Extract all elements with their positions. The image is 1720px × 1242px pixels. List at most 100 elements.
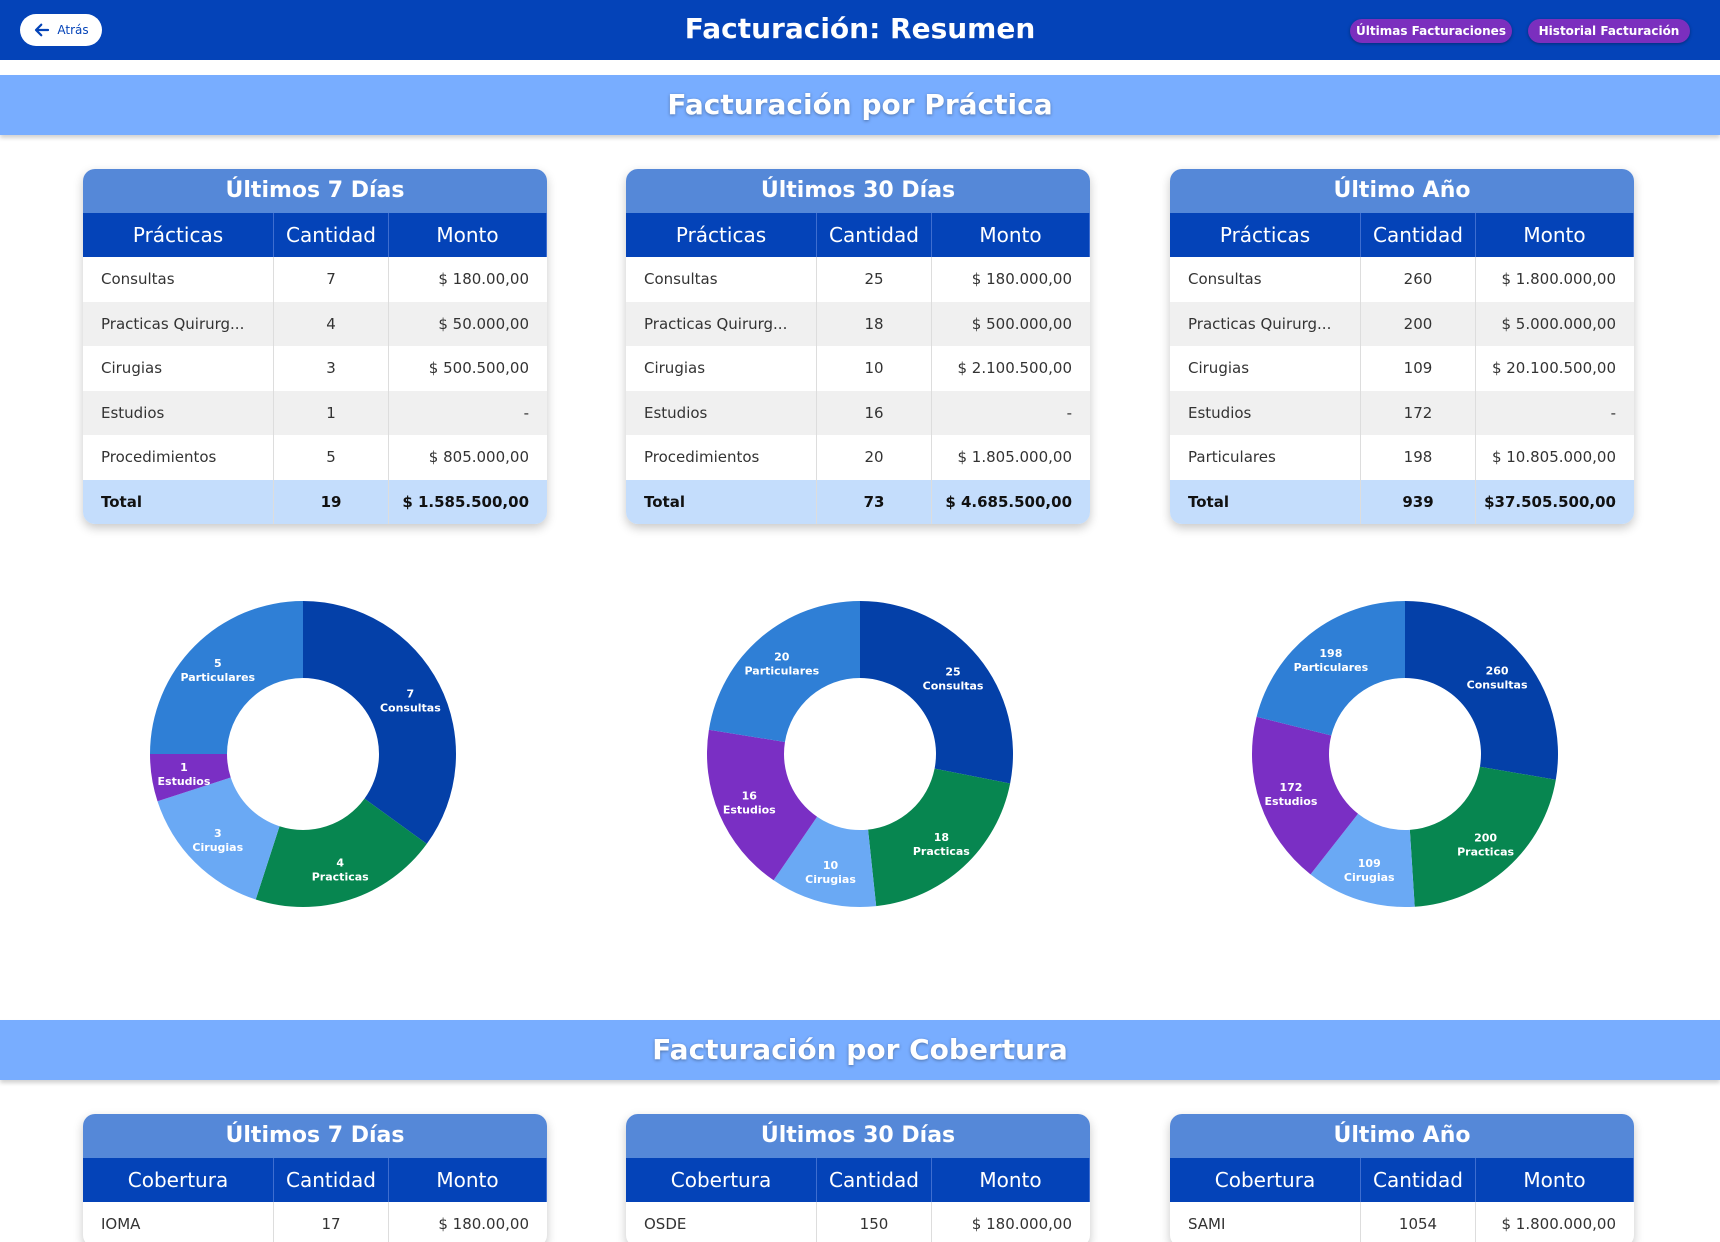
data-table: Cobertura Cantidad Monto IOMA 17 $ 180.0…: [83, 1158, 547, 1242]
table-cell: 17: [274, 1202, 389, 1242]
donut-slice-cirugias[interactable]: [1310, 813, 1415, 907]
data-table: Cobertura Cantidad Monto OSDE 150 $ 180.…: [626, 1158, 1090, 1242]
column-header[interactable]: Prácticas: [1170, 213, 1361, 257]
slice-value-label: 25: [945, 665, 960, 678]
donut-slice-particulares[interactable]: [1256, 601, 1405, 736]
column-header[interactable]: Monto: [932, 213, 1090, 257]
donut-slice-estudios[interactable]: [707, 729, 818, 881]
column-header[interactable]: Cantidad: [1361, 1158, 1476, 1202]
cobertura-card-30-dias: Últimos 30 Días Cobertura Cantidad Monto…: [626, 1114, 1090, 1242]
slice-category-label: Cirugias: [805, 873, 856, 886]
slice-value-label: 172: [1280, 781, 1303, 794]
card-title: Últimos 7 Días: [83, 1114, 547, 1158]
practica-card-30-dias: Últimos 30 Días Prácticas Cantidad Monto…: [626, 169, 1090, 524]
donut-slice-consultas[interactable]: [860, 601, 1013, 784]
donut-slice-estudios[interactable]: [150, 754, 231, 802]
column-header[interactable]: Cantidad: [1361, 213, 1476, 257]
table-cell: 150: [817, 1202, 932, 1242]
slice-category-label: Estudios: [723, 804, 776, 817]
table-cell: Cirugias: [83, 346, 274, 391]
donut-slice-practicas[interactable]: [868, 768, 1011, 907]
column-header[interactable]: Monto: [1476, 1158, 1634, 1202]
column-header[interactable]: Prácticas: [626, 213, 817, 257]
table-cell: $ 5.000.000,00: [1476, 301, 1634, 346]
slice-category-label: Estudios: [1265, 795, 1318, 808]
table-cell: 172: [1361, 390, 1476, 435]
table-cell: $ 180.00,00: [438, 1215, 529, 1234]
slice-category-label: Consultas: [923, 679, 984, 692]
back-button[interactable]: Atrás: [20, 14, 102, 46]
column-header[interactable]: Prácticas: [83, 213, 274, 257]
slice-value-label: 7: [407, 687, 415, 700]
table-cell: Consultas: [626, 257, 817, 302]
column-header[interactable]: Monto: [1476, 213, 1634, 257]
column-header[interactable]: Cantidad: [274, 1158, 389, 1202]
table-cell: 109: [1361, 346, 1476, 391]
ultimas-facturaciones-button[interactable]: Últimas Facturaciones: [1350, 19, 1512, 43]
practica-card-7-dias: Últimos 7 Días Prácticas Cantidad Monto …: [83, 169, 547, 524]
column-header[interactable]: Cantidad: [817, 213, 932, 257]
table-cell: OSDE: [626, 1202, 817, 1242]
slice-value-label: 3: [214, 827, 222, 840]
column-header[interactable]: Monto: [932, 1158, 1090, 1202]
table-cell: -: [932, 390, 1090, 435]
card-title: Últimos 30 Días: [626, 1114, 1090, 1158]
donut-slice-cirugias[interactable]: [773, 816, 877, 907]
table-cell: $ 180.000,00: [971, 1215, 1072, 1234]
donut-slice-consultas[interactable]: [303, 601, 456, 844]
slice-value-label: 16: [742, 790, 758, 803]
table-cell: 18: [817, 301, 932, 346]
table-cell: 5: [274, 435, 389, 480]
table-cell: $ 805.000,00: [428, 448, 529, 467]
card-title: Último Año: [1170, 169, 1634, 213]
table-cell: 7: [274, 257, 389, 302]
table-cell: 3: [274, 346, 389, 391]
table-cell: Practicas Quirurg...: [1170, 301, 1361, 346]
donut-slice-practicas[interactable]: [1409, 766, 1556, 907]
slice-category-label: Particulares: [1294, 661, 1369, 674]
donut-slice-estudios[interactable]: [1252, 716, 1359, 875]
table-cell: 20: [817, 435, 932, 480]
total-cell: $ 4.685.500,00: [932, 479, 1090, 524]
table-cell: Practicas Quirurg...: [83, 301, 274, 346]
donut-slice-consultas[interactable]: [1405, 601, 1558, 780]
table-cell: 16: [817, 390, 932, 435]
donut-slice-particulares[interactable]: [708, 601, 860, 742]
card-title: Últimos 30 Días: [626, 169, 1090, 213]
table-cell: $ 50.000,00: [389, 301, 547, 346]
table-cell: $ 2.100.500,00: [957, 359, 1072, 378]
table-cell: Practicas Quirurg...: [626, 301, 817, 346]
cobertura-card-7-dias: Últimos 7 Días Cobertura Cantidad Monto …: [83, 1114, 547, 1242]
slice-value-label: 109: [1358, 857, 1381, 870]
column-header[interactable]: Monto: [389, 1158, 547, 1202]
column-header[interactable]: Monto: [389, 213, 547, 257]
column-header[interactable]: Cobertura: [83, 1158, 274, 1202]
historial-facturacion-button[interactable]: Historial Facturación: [1528, 19, 1690, 43]
donut-slice-particulares[interactable]: [150, 601, 303, 754]
card-title: Últimos 7 Días: [83, 169, 547, 213]
total-cell: $37.505.500,00: [1476, 479, 1634, 524]
slice-value-label: 260: [1486, 664, 1509, 677]
table-cell: $ 1.805.000,00: [957, 448, 1072, 467]
total-cell: Total: [83, 479, 274, 524]
slice-value-label: 198: [1319, 647, 1342, 660]
donut-slice-cirugias[interactable]: [157, 777, 280, 900]
data-table: Prácticas Cantidad Monto Consultas 260 $…: [1170, 213, 1634, 524]
column-header[interactable]: Cobertura: [626, 1158, 817, 1202]
table-cell: Estudios: [626, 390, 817, 435]
donut-slice-practicas[interactable]: [255, 798, 427, 907]
donut-chart-7-dias: 7 Consultas 4 Practicas 3 Cirugias 1 Estudios 5 P…: [123, 574, 483, 934]
column-header[interactable]: Cantidad: [274, 213, 389, 257]
back-button-label: Atrás: [57, 23, 89, 37]
slice-category-label: Consultas: [380, 701, 441, 714]
column-header[interactable]: Cantidad: [817, 1158, 932, 1202]
table-cell: Consultas: [83, 257, 274, 302]
slice-category-label: Particulares: [180, 671, 255, 684]
table-cell: $ 10.805.000,00: [1491, 448, 1616, 467]
column-header[interactable]: Cobertura: [1170, 1158, 1361, 1202]
table-cell: Procedimientos: [83, 435, 274, 480]
table-cell: SAMI: [1170, 1202, 1361, 1242]
total-cell: 73: [817, 479, 932, 524]
data-table: Prácticas Cantidad Monto Consultas 7 $ 1…: [83, 213, 547, 524]
